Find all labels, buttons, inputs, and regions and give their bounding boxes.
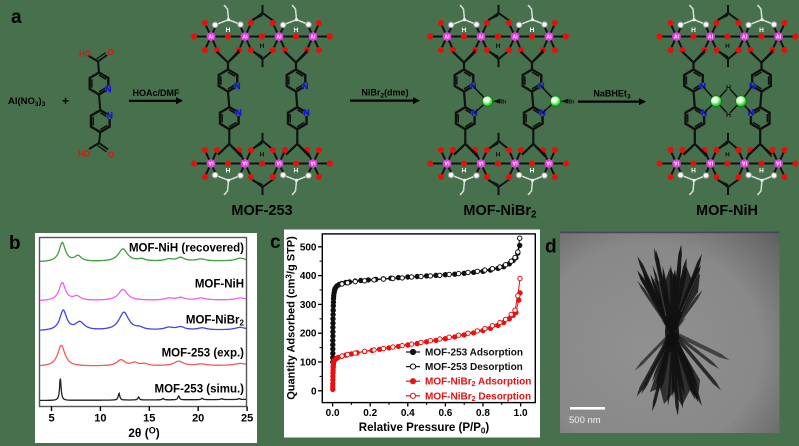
svg-text:20: 20 xyxy=(192,413,204,425)
svg-text:HOAc/DMF: HOAc/DMF xyxy=(133,88,181,98)
svg-text:MOF-253 Desorption: MOF-253 Desorption xyxy=(425,362,523,373)
svg-text:5: 5 xyxy=(48,413,54,425)
svg-text:1.0: 1.0 xyxy=(514,408,528,419)
svg-text:0.8: 0.8 xyxy=(476,408,490,419)
svg-text:HO: HO xyxy=(79,50,91,59)
svg-text:a: a xyxy=(11,7,22,28)
svg-text:MOF-NiBr2: MOF-NiBr2 xyxy=(463,203,537,221)
svg-text:NaBHEt3: NaBHEt3 xyxy=(593,89,631,101)
svg-text:25: 25 xyxy=(241,413,253,425)
svg-text:Br: Br xyxy=(501,100,507,106)
svg-text:MOF-253 (exp.): MOF-253 (exp.) xyxy=(162,348,245,360)
svg-text:O: O xyxy=(108,48,114,57)
svg-text:O: O xyxy=(108,151,114,160)
svg-text:H: H xyxy=(726,85,731,92)
svg-text:10: 10 xyxy=(94,413,106,425)
svg-text:15: 15 xyxy=(143,413,155,425)
svg-text:Quantity Adsorbed (cm3/g STP): Quantity Adsorbed (cm3/g STP) xyxy=(285,236,298,400)
svg-text:c: c xyxy=(270,232,281,253)
svg-text:HO: HO xyxy=(78,150,90,159)
svg-text:500 nm: 500 nm xyxy=(569,415,601,426)
svg-text:100: 100 xyxy=(300,358,317,369)
svg-text:N: N xyxy=(107,111,113,121)
svg-text:2θ (O): 2θ (O) xyxy=(128,426,160,441)
svg-text:Relative Pressure (P/P0): Relative Pressure (P/P0) xyxy=(359,422,490,436)
svg-text:MOF-253 Adsorption: MOF-253 Adsorption xyxy=(425,348,523,359)
svg-text:Br: Br xyxy=(569,100,575,106)
svg-text:+: + xyxy=(62,94,69,108)
svg-text:0.0: 0.0 xyxy=(326,408,340,419)
svg-text:NiBr2(dme): NiBr2(dme) xyxy=(361,88,408,100)
svg-text:MOF-NiBr2 Adsorption: MOF-NiBr2 Adsorption xyxy=(425,377,531,389)
svg-text:MOF-NiH (recovered): MOF-NiH (recovered) xyxy=(129,243,244,255)
svg-text:H: H xyxy=(726,112,731,119)
svg-text:MOF-NiH: MOF-NiH xyxy=(195,279,244,291)
svg-text:200: 200 xyxy=(300,329,317,340)
svg-text:MOF-253 (simu.): MOF-253 (simu.) xyxy=(155,384,245,396)
svg-text:0.2: 0.2 xyxy=(363,408,377,419)
svg-text:MOF-NiBr2 Desorption: MOF-NiBr2 Desorption xyxy=(425,391,531,403)
svg-text:300: 300 xyxy=(300,300,317,311)
svg-text:MOF-NiH: MOF-NiH xyxy=(696,203,758,219)
svg-text:400: 400 xyxy=(300,271,317,282)
svg-text:500: 500 xyxy=(300,242,317,253)
svg-text:d: d xyxy=(545,237,557,258)
svg-text:0.6: 0.6 xyxy=(438,408,452,419)
svg-text:b: b xyxy=(9,233,21,254)
svg-text:0.4: 0.4 xyxy=(401,408,415,419)
svg-text:N: N xyxy=(105,84,111,94)
svg-text:0: 0 xyxy=(311,386,317,397)
svg-text:MOF-NiBr2: MOF-NiBr2 xyxy=(186,315,245,328)
svg-text:MOF-253: MOF-253 xyxy=(231,203,292,219)
